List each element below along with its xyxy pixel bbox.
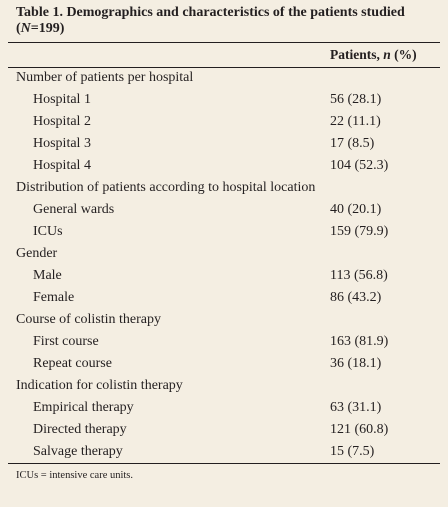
row-value: 40 (20.1) bbox=[330, 202, 382, 217]
row-value: 86 (43.2) bbox=[330, 290, 382, 305]
row-value: 159 (79.9) bbox=[330, 224, 389, 239]
group-row: Indication for colistin therapy bbox=[0, 375, 448, 397]
group-label: Course of colistin therapy bbox=[16, 312, 162, 327]
row-label: Salvage therapy bbox=[33, 444, 123, 459]
row-label: Hospital 3 bbox=[33, 136, 91, 151]
item-row: Salvage therapy 15 (7.5) bbox=[0, 441, 448, 463]
row-label: Female bbox=[33, 290, 75, 305]
group-row: Course of colistin therapy bbox=[0, 309, 448, 331]
table-title: Table 1. Demographics and characteristic… bbox=[16, 5, 436, 37]
row-value: 17 (8.5) bbox=[330, 136, 375, 151]
item-row: First course 163 (81.9) bbox=[0, 331, 448, 353]
item-row: ICUs 159 (79.9) bbox=[0, 221, 448, 243]
column-header: Patients, n (%) bbox=[330, 47, 417, 63]
item-row: Directed therapy 121 (60.8) bbox=[0, 419, 448, 441]
row-value: 121 (60.8) bbox=[330, 422, 389, 437]
row-label: Empirical therapy bbox=[33, 400, 134, 415]
group-label: Number of patients per hospital bbox=[16, 70, 194, 85]
row-value: 22 (11.1) bbox=[330, 114, 381, 129]
title-text: N bbox=[20, 21, 31, 36]
row-value: 15 (7.5) bbox=[330, 444, 375, 459]
rule bbox=[8, 42, 440, 43]
row-label: Repeat course bbox=[33, 356, 112, 371]
item-row: Hospital 2 22 (11.1) bbox=[0, 111, 448, 133]
item-row: General wards 40 (20.1) bbox=[0, 199, 448, 221]
footnote: ICUs = intensive care units. bbox=[16, 470, 134, 481]
row-label: Hospital 4 bbox=[33, 158, 91, 173]
row-label: Hospital 2 bbox=[33, 114, 91, 129]
rule bbox=[8, 463, 440, 464]
row-label: Hospital 1 bbox=[33, 92, 91, 107]
row-value: 36 (18.1) bbox=[330, 356, 382, 371]
item-row: Female 86 (43.2) bbox=[0, 287, 448, 309]
row-label: Directed therapy bbox=[33, 422, 127, 437]
row-value: 63 (31.1) bbox=[330, 400, 382, 415]
item-row: Male 113 (56.8) bbox=[0, 265, 448, 287]
rule bbox=[8, 67, 440, 68]
row-label: ICUs bbox=[33, 224, 63, 239]
row-value: 104 (52.3) bbox=[330, 158, 389, 173]
row-label: General wards bbox=[33, 202, 115, 217]
group-row: Number of patients per hospital bbox=[0, 67, 448, 89]
item-row: Repeat course 36 (18.1) bbox=[0, 353, 448, 375]
item-row: Hospital 1 56 (28.1) bbox=[0, 89, 448, 111]
item-row: Empirical therapy 63 (31.1) bbox=[0, 397, 448, 419]
header-text: n bbox=[383, 47, 391, 62]
row-value: 113 (56.8) bbox=[330, 268, 388, 283]
row-value: 163 (81.9) bbox=[330, 334, 389, 349]
title-text: =199) bbox=[30, 21, 65, 36]
group-row: Distribution of patients according to ho… bbox=[0, 177, 448, 199]
group-label: Indication for colistin therapy bbox=[16, 378, 183, 393]
row-value: 56 (28.1) bbox=[330, 92, 382, 107]
group-label: Distribution of patients according to ho… bbox=[16, 180, 316, 195]
header-text: Patients, bbox=[330, 47, 384, 62]
row-label: Male bbox=[33, 268, 62, 283]
item-row: Hospital 3 17 (8.5) bbox=[0, 133, 448, 155]
row-label: First course bbox=[33, 334, 99, 349]
header-text: (%) bbox=[390, 47, 417, 62]
table-body: Number of patients per hospital Hospital … bbox=[0, 67, 448, 463]
group-row: Gender bbox=[0, 243, 448, 265]
title-text: Table 1. Demographics and characteristic… bbox=[16, 5, 405, 36]
group-label: Gender bbox=[16, 246, 58, 261]
item-row: Hospital 4 104 (52.3) bbox=[0, 155, 448, 177]
